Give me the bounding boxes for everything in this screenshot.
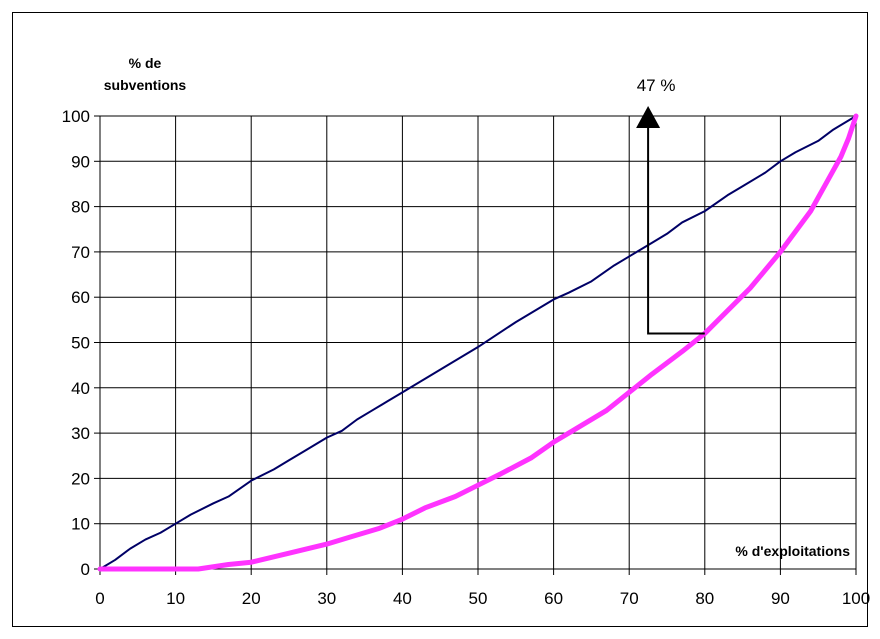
x-tick-label-5: 50 bbox=[469, 589, 488, 608]
annotation-label: 47 % bbox=[637, 76, 676, 95]
x-tick-label-3: 30 bbox=[317, 589, 336, 608]
y-tick-label-4: 40 bbox=[71, 379, 90, 398]
y-tick-label-6: 60 bbox=[71, 288, 90, 307]
series-line-0 bbox=[99, 115, 857, 570]
x-axis-label: % d'exploitations bbox=[735, 543, 850, 559]
y-axis-label-line2: subventions bbox=[104, 77, 187, 93]
x-tick-label-9: 90 bbox=[771, 589, 790, 608]
y-tick-label-1: 10 bbox=[71, 515, 90, 534]
y-tick-label-10: 100 bbox=[62, 107, 90, 126]
y-tick-label-7: 70 bbox=[71, 243, 90, 262]
x-tick-label-7: 70 bbox=[620, 589, 639, 608]
y-tick-label-2: 20 bbox=[71, 469, 90, 488]
series-group bbox=[97, 113, 859, 572]
y-tick-label-8: 80 bbox=[71, 198, 90, 217]
annotation-group: 47 % bbox=[636, 76, 705, 335]
series-line-1 bbox=[97, 113, 859, 572]
y-axis-ticks: 0 10 20 30 40 50 60 70 80 90 100 bbox=[62, 107, 100, 579]
y-axis-label-line1: % de bbox=[129, 55, 162, 71]
grid bbox=[99, 115, 857, 570]
y-tick-label-3: 30 bbox=[71, 424, 90, 443]
x-tick-label-8: 80 bbox=[695, 589, 714, 608]
x-tick-label-0: 0 bbox=[95, 589, 104, 608]
annotation-arrow-line bbox=[647, 128, 705, 335]
y-tick-label-9: 90 bbox=[71, 152, 90, 171]
y-tick-label-5: 50 bbox=[71, 334, 90, 353]
x-tick-label-2: 20 bbox=[242, 589, 261, 608]
annotation-arrow-head bbox=[636, 106, 661, 128]
y-tick-label-0: 0 bbox=[81, 560, 90, 579]
x-tick-label-4: 40 bbox=[393, 589, 412, 608]
x-axis-ticks: 0 10 20 30 40 50 60 70 80 90 100 bbox=[95, 569, 870, 608]
x-tick-label-1: 10 bbox=[166, 589, 185, 608]
x-tick-label-10: 100 bbox=[842, 589, 870, 608]
x-tick-label-6: 60 bbox=[544, 589, 563, 608]
